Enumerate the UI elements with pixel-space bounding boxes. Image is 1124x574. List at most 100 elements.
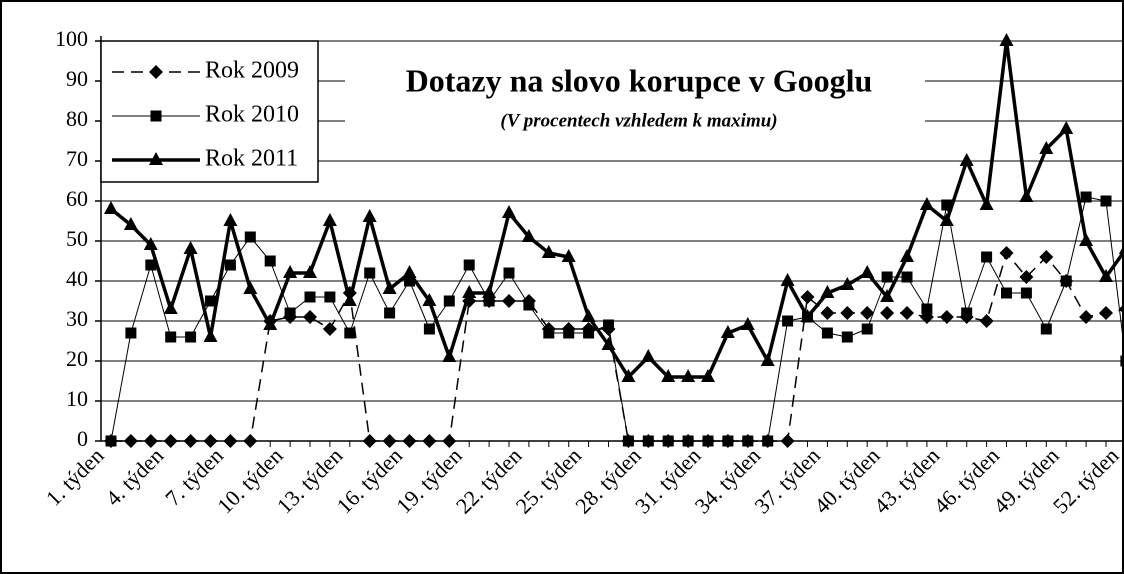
marker-triangle (362, 209, 377, 222)
marker-square (105, 435, 117, 447)
marker-square (662, 435, 674, 447)
series-line (109, 39, 1123, 379)
marker-triangle (880, 289, 895, 302)
marker-triangle (999, 33, 1014, 46)
marker-triangle (303, 265, 317, 278)
marker-square (861, 323, 873, 335)
marker-triangle (900, 249, 914, 262)
marker-square (205, 295, 216, 307)
marker-square (344, 327, 356, 339)
marker-triangle (740, 317, 755, 330)
marker-diamond (322, 322, 337, 336)
marker-square (583, 327, 595, 339)
marker-square (702, 435, 714, 447)
marker-diamond (422, 434, 437, 448)
marker-diamond (900, 306, 914, 320)
marker-square (603, 319, 614, 331)
marker-triangle (820, 285, 835, 298)
series-line (111, 252, 1123, 442)
marker-diamond (1118, 304, 1123, 314)
marker-square (384, 307, 396, 319)
y-tick-label: 70 (66, 146, 88, 171)
chart-subtitle: (V procentech vzhledem k maximu) (500, 110, 777, 131)
marker-triangle (601, 337, 616, 350)
marker-square (483, 295, 495, 307)
marker-diamond (149, 65, 163, 79)
marker-diamond (1039, 250, 1054, 264)
marker-square (841, 331, 853, 343)
marker-square (364, 267, 376, 279)
plot-area (104, 33, 1123, 448)
marker-triangle (1079, 233, 1094, 246)
marker-diamond (402, 434, 417, 448)
marker-square (1060, 275, 1072, 287)
marker-square (941, 199, 953, 211)
y-tick-label: 20 (66, 346, 88, 371)
marker-triangle (641, 349, 656, 362)
marker-triangle (541, 245, 556, 258)
legend: Rok 2009 Rok 2010 Rok 2011 (100, 40, 319, 183)
marker-triangle (263, 317, 278, 330)
y-tick-label: 50 (66, 226, 88, 251)
marker-square (722, 435, 734, 447)
chart-title: Dotazy na slovo korupce v Googlu (406, 62, 873, 98)
marker-square (324, 291, 336, 303)
marker-square (742, 435, 754, 447)
marker-square (523, 299, 535, 311)
y-tick-label: 60 (66, 186, 88, 211)
marker-triangle (223, 213, 238, 226)
marker-triangle (840, 277, 855, 290)
marker-triangle (919, 197, 934, 210)
marker-triangle (183, 241, 198, 254)
marker-diamond (1099, 306, 1113, 320)
marker-triangle (581, 309, 596, 322)
marker-triangle (442, 349, 457, 362)
marker-square (543, 327, 555, 339)
marker-diamond (780, 434, 795, 448)
marker-triangle (123, 217, 138, 230)
marker-diamond (163, 434, 178, 448)
marker-square (165, 331, 177, 343)
marker-triangle (322, 213, 337, 226)
marker-square (1001, 287, 1012, 299)
legend-label: Rok 2010 (205, 102, 299, 128)
y-tick-label: 90 (66, 66, 88, 91)
marker-square (284, 307, 296, 319)
marker-square (782, 315, 794, 327)
marker-diamond (800, 290, 815, 304)
marker-square (145, 259, 157, 271)
marker-triangle (243, 281, 258, 294)
marker-triangle (342, 293, 357, 306)
marker-diamond (123, 434, 138, 448)
marker-diamond (442, 434, 457, 448)
marker-triangle (149, 152, 163, 165)
marker-triangle (979, 197, 994, 210)
marker-square (642, 435, 654, 447)
marker-triangle (959, 153, 974, 166)
marker-diamond (979, 314, 994, 328)
marker-diamond (939, 310, 954, 324)
marker-square (224, 259, 236, 271)
marker-square (622, 435, 634, 447)
marker-diamond (999, 246, 1014, 260)
marker-square (901, 271, 913, 283)
marker-triangle (422, 293, 437, 306)
marker-square (981, 251, 993, 263)
marker-square (762, 435, 774, 447)
marker-triangle (283, 265, 298, 278)
marker-square (264, 255, 276, 267)
marker-diamond (382, 434, 397, 448)
y-tick-label: 10 (66, 386, 88, 411)
marker-square (961, 307, 973, 319)
marker-square (1040, 323, 1052, 335)
y-tick-label: 100 (55, 26, 88, 51)
marker-triangle (760, 353, 775, 366)
marker-triangle (780, 273, 795, 286)
marker-square (423, 323, 435, 335)
marker-triangle (402, 265, 417, 278)
marker-square (503, 267, 515, 279)
marker-diamond (183, 434, 198, 448)
marker-diamond (362, 434, 377, 448)
marker-square (682, 435, 694, 447)
